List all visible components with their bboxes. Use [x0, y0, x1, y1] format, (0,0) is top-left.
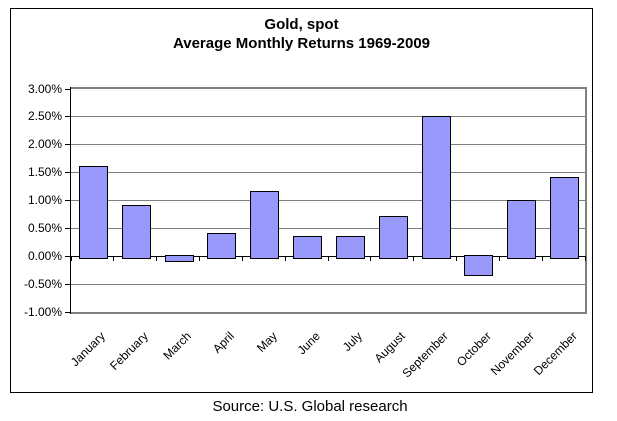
- y-tick: [65, 88, 71, 90]
- bar-may: [250, 191, 280, 260]
- x-tick: [156, 256, 158, 262]
- x-tick: [199, 256, 200, 262]
- y-axis-label: 2.50%: [27, 109, 62, 124]
- gridline: [71, 144, 585, 146]
- source-caption: Source: U.S. Global research: [212, 398, 408, 415]
- y-axis-label: -0.50%: [23, 276, 62, 291]
- y-axis-label: 1.00%: [27, 193, 62, 207]
- x-tick: [284, 256, 286, 262]
- y-tick: [65, 172, 71, 174]
- gridline: [71, 283, 585, 285]
- x-tick: [584, 256, 586, 262]
- y-axis-label: 3.00%: [27, 81, 62, 96]
- y-tick: [65, 116, 71, 118]
- bar-september: [421, 115, 451, 260]
- x-tick: [113, 256, 115, 262]
- y-axis-label: 1.50%: [27, 165, 62, 180]
- x-tick: [70, 256, 72, 262]
- y-tick: [65, 255, 71, 257]
- bar-december: [550, 177, 580, 260]
- x-tick: [241, 256, 243, 262]
- x-tick: [456, 256, 457, 262]
- y-axis-label: -1.00%: [23, 304, 62, 319]
- bar-october: [464, 255, 494, 276]
- bar-august: [378, 216, 408, 260]
- chart-title-block: Gold, spot Average Monthly Returns 1969-…: [10, 15, 593, 53]
- y-axis-label: 0.50%: [27, 220, 62, 235]
- bar-june: [293, 235, 323, 260]
- y-tick: [65, 200, 71, 201]
- y-tick: [65, 227, 71, 229]
- x-tick: [541, 256, 543, 262]
- plot-border-top: [70, 87, 586, 89]
- chart-subtitle: Average Monthly Returns 1969-2009: [172, 35, 431, 52]
- plot-border-bottom: [71, 312, 587, 314]
- bar-november: [507, 199, 537, 260]
- bar-january: [78, 166, 108, 260]
- y-tick: [65, 283, 71, 285]
- gridline: [71, 227, 585, 229]
- gridline: [71, 200, 585, 201]
- bar-april: [207, 232, 237, 260]
- chart-title: Gold, spot: [264, 16, 339, 33]
- gridline: [71, 116, 585, 118]
- plot-border-right: [585, 87, 587, 314]
- y-axis-label: 2.00%: [27, 137, 62, 152]
- gridline: [71, 172, 585, 174]
- x-tick: [413, 256, 415, 262]
- y-tick: [65, 311, 71, 313]
- y-tick: [65, 144, 71, 146]
- x-tick: [370, 256, 372, 262]
- y-axis-label: 0.00%: [27, 248, 62, 263]
- bar-july: [335, 235, 365, 260]
- x-tick: [498, 256, 500, 262]
- bar-march: [164, 255, 194, 263]
- x-tick: [327, 256, 329, 262]
- bar-february: [121, 205, 151, 260]
